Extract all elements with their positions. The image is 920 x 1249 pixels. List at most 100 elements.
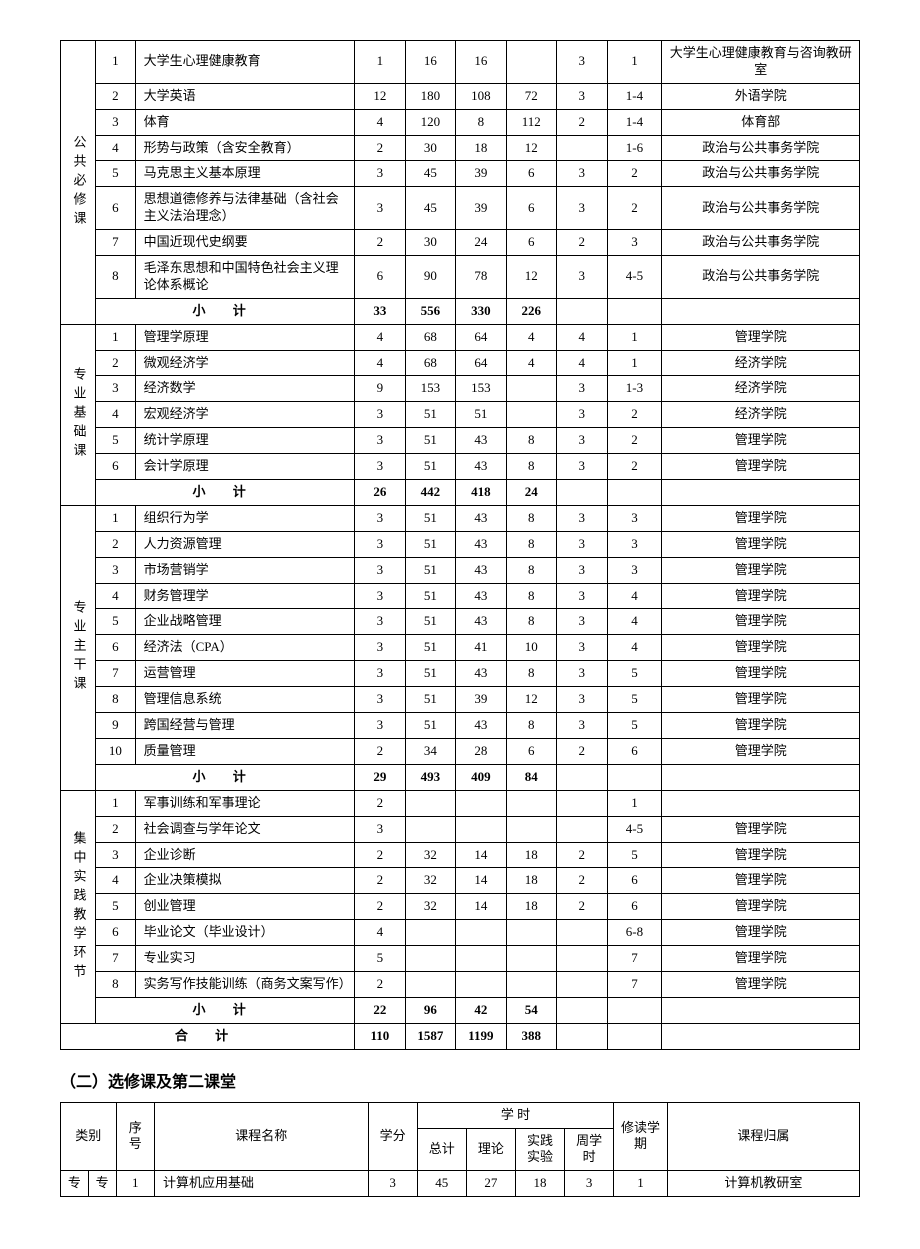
cell-theory: 43 xyxy=(456,609,506,635)
cell-weekly: 3 xyxy=(557,687,607,713)
cell-dept: 管理学院 xyxy=(662,687,860,713)
header-cell: 理论 xyxy=(466,1128,515,1171)
cell-idx: 2 xyxy=(96,350,136,376)
cell-idx: 7 xyxy=(96,230,136,256)
cell-total: 45 xyxy=(417,1171,466,1197)
cell-idx: 1 xyxy=(96,324,136,350)
grand-total-practice: 388 xyxy=(506,1023,556,1049)
cell-dept: 管理学院 xyxy=(662,609,860,635)
cell-dept: 管理学院 xyxy=(662,894,860,920)
cell-practice xyxy=(506,402,556,428)
cell-name: 专业实习 xyxy=(135,946,355,972)
table-row: 7运营管理35143835管理学院 xyxy=(61,661,860,687)
cell-dept: 管理学院 xyxy=(662,557,860,583)
cell-name: 大学英语 xyxy=(135,83,355,109)
cell-idx: 4 xyxy=(96,135,136,161)
cell-credit: 3 xyxy=(355,402,405,428)
cell-idx: 4 xyxy=(96,868,136,894)
header-cell: 总计 xyxy=(417,1128,466,1171)
cell-dept: 政治与公共事务学院 xyxy=(662,135,860,161)
cell-semester: 1-6 xyxy=(607,135,662,161)
cell-practice: 8 xyxy=(506,454,556,480)
cell-practice: 8 xyxy=(506,609,556,635)
subtotal-weekly xyxy=(557,997,607,1023)
cell-theory: 27 xyxy=(466,1171,515,1197)
cell-weekly: 4 xyxy=(557,350,607,376)
cell-dept: 管理学院 xyxy=(662,583,860,609)
cell-name: 创业管理 xyxy=(135,894,355,920)
subtotal-weekly xyxy=(557,480,607,506)
cell-idx: 1 xyxy=(96,505,136,531)
table-row: 2大学英语121801087231-4外语学院 xyxy=(61,83,860,109)
cell-practice: 12 xyxy=(506,256,556,299)
cell-semester: 5 xyxy=(607,713,662,739)
cell-total: 30 xyxy=(405,230,455,256)
table-row: 9跨国经营与管理35143835管理学院 xyxy=(61,713,860,739)
cell-theory: 24 xyxy=(456,230,506,256)
table-row: 10质量管理23428626管理学院 xyxy=(61,738,860,764)
cell-semester: 3 xyxy=(607,531,662,557)
cell-weekly: 3 xyxy=(557,454,607,480)
cell-practice: 4 xyxy=(506,350,556,376)
curriculum-table-2: 类别序号课程名称学分学 时修读学期课程归属总计理论实践实验周学时专专1计算机应用… xyxy=(60,1102,860,1198)
cell-semester: 5 xyxy=(607,687,662,713)
cell-total: 32 xyxy=(405,842,455,868)
cell-credit: 3 xyxy=(355,428,405,454)
cell-name: 实务写作技能训练（商务文案写作） xyxy=(135,971,355,997)
subtotal-label: 小 计 xyxy=(96,480,355,506)
grand-total-row: 合 计11015871199388 xyxy=(61,1023,860,1049)
header-cell: 周学时 xyxy=(565,1128,614,1171)
cell-idx: 8 xyxy=(96,256,136,299)
cell-dept: 管理学院 xyxy=(662,635,860,661)
table-row: 公共必修课1大学生心理健康教育1161631大学生心理健康教育与咨询教研室 xyxy=(61,41,860,84)
cell-total: 51 xyxy=(405,661,455,687)
cell-total xyxy=(405,816,455,842)
subtotal-theory: 409 xyxy=(456,764,506,790)
subtotal-total: 493 xyxy=(405,764,455,790)
cell-total: 51 xyxy=(405,609,455,635)
cell-name: 社会调查与学年论文 xyxy=(135,816,355,842)
cell-weekly xyxy=(557,790,607,816)
cell-total xyxy=(405,946,455,972)
cell-semester: 1 xyxy=(614,1171,667,1197)
cell-name: 体育 xyxy=(135,109,355,135)
cell-semester: 2 xyxy=(607,454,662,480)
cell-weekly: 2 xyxy=(557,738,607,764)
table-row: 6会计学原理35143832管理学院 xyxy=(61,454,860,480)
cell-semester: 6-8 xyxy=(607,920,662,946)
cell-weekly: 3 xyxy=(557,161,607,187)
header-cell: 类别 xyxy=(61,1102,117,1171)
cell-practice: 6 xyxy=(506,230,556,256)
subtotal-semester xyxy=(607,480,662,506)
subtotal-theory: 330 xyxy=(456,298,506,324)
cell-practice: 4 xyxy=(506,324,556,350)
cell-theory: 14 xyxy=(456,894,506,920)
cell-credit: 3 xyxy=(355,505,405,531)
table-row: 8实务写作技能训练（商务文案写作）27管理学院 xyxy=(61,971,860,997)
subtotal-total: 96 xyxy=(405,997,455,1023)
cell-credit: 3 xyxy=(355,687,405,713)
cell-dept: 管理学院 xyxy=(662,713,860,739)
cell-dept: 政治与公共事务学院 xyxy=(662,230,860,256)
subtotal-row: 小 计22964254 xyxy=(61,997,860,1023)
cell-credit: 3 xyxy=(355,187,405,230)
subtotal-practice: 226 xyxy=(506,298,556,324)
header-cell: 实践实验 xyxy=(515,1128,564,1171)
cell-theory: 64 xyxy=(456,350,506,376)
subtotal-theory: 418 xyxy=(456,480,506,506)
cell-semester: 2 xyxy=(607,161,662,187)
cell-name: 市场营销学 xyxy=(135,557,355,583)
cell-credit: 3 xyxy=(355,661,405,687)
cell-weekly: 3 xyxy=(557,187,607,230)
cell-dept: 经济学院 xyxy=(662,376,860,402)
cell-theory: 64 xyxy=(456,324,506,350)
cell-practice: 8 xyxy=(506,557,556,583)
cell-name: 计算机应用基础 xyxy=(154,1171,368,1197)
cell-practice: 18 xyxy=(515,1171,564,1197)
table-row: 6思想道德修养与法律基础（含社会主义法治理念）34539632政治与公共事务学院 xyxy=(61,187,860,230)
cell-name: 管理学原理 xyxy=(135,324,355,350)
cell-semester: 6 xyxy=(607,738,662,764)
cell-practice: 112 xyxy=(506,109,556,135)
cell-idx: 2 xyxy=(96,816,136,842)
cell-total: 51 xyxy=(405,402,455,428)
